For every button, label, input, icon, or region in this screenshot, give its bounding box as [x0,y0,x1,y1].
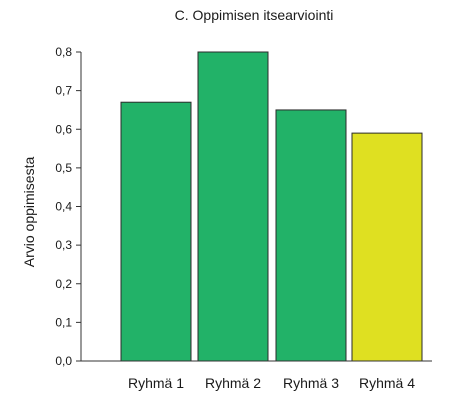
x-axis-tick-labels: Ryhmä 1 Ryhmä 2 Ryhmä 3 Ryhmä 4 [128,375,415,391]
y-tick-label: 0,7 [55,84,72,98]
y-tick-label: 0,2 [55,277,72,291]
bar-4 [351,132,423,362]
x-tick-label: Ryhmä 4 [359,375,415,391]
bar-2 [197,51,269,362]
y-tick-label: 0,1 [55,315,72,329]
bar-3 [275,109,347,362]
chart-title: C. Oppimisen itsearviointi [175,7,334,23]
bar-1 [120,101,192,362]
y-tick-label: 0,0 [55,354,72,368]
x-tick-label: Ryhmä 2 [205,375,261,391]
y-tick-label: 0,6 [55,122,72,136]
y-tick-label: 0,5 [55,161,72,175]
y-tick-label: 0,8 [55,45,72,59]
y-axis-label: Arvio oppimisesta [21,157,37,268]
y-axis-ticks: 0,0 0,1 0,2 0,3 0,4 0,5 0,6 0,7 0,8 [55,45,81,368]
bars [120,51,423,362]
y-tick-label: 0,3 [55,238,72,252]
x-tick-label: Ryhmä 1 [128,375,184,391]
x-tick-label: Ryhmä 3 [283,375,339,391]
y-tick-label: 0,4 [55,200,72,214]
